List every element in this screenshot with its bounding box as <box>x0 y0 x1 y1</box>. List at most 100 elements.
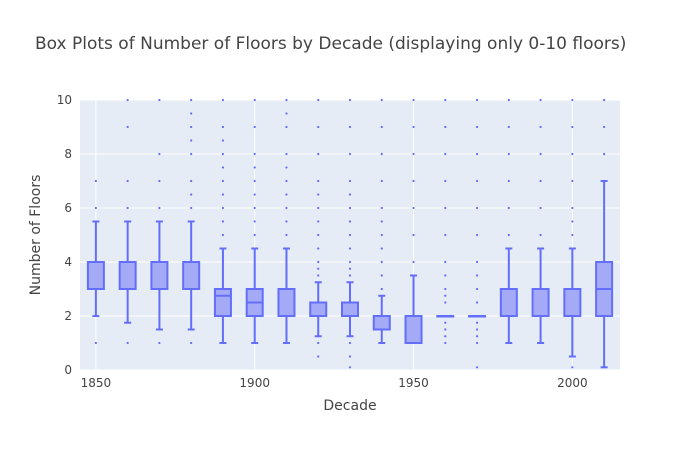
outlier-point <box>507 206 510 210</box>
outlier-point <box>475 233 479 237</box>
outlier-point <box>571 233 574 237</box>
outlier-point <box>317 125 320 129</box>
outlier-point <box>285 233 288 237</box>
outlier-point <box>253 166 256 169</box>
box-body <box>118 261 137 290</box>
outlier-point <box>412 152 415 156</box>
outlier-point <box>317 179 320 183</box>
box-2000 <box>563 98 582 369</box>
outlier-point <box>190 98 193 102</box>
outlier-point <box>285 206 288 210</box>
outlier-point <box>317 233 320 237</box>
outlier-point <box>348 341 352 345</box>
outlier-point <box>380 152 383 156</box>
outlier-point <box>221 125 225 129</box>
outlier-point <box>444 98 447 102</box>
outlier-point <box>539 98 542 102</box>
outlier-point <box>380 179 383 183</box>
outlier-point <box>475 98 479 102</box>
outlier-point <box>444 260 447 264</box>
chart-title: Box Plots of Number of Floors by Decade … <box>35 34 627 54</box>
outlier-point <box>190 112 193 115</box>
outlier-point <box>317 355 320 358</box>
outlier-point <box>190 179 193 183</box>
box-1950 <box>404 98 423 344</box>
outlier-point <box>348 98 352 102</box>
x-tick-label: 1850 <box>81 376 112 390</box>
outlier-point <box>475 335 479 338</box>
outlier-point <box>285 112 288 115</box>
box-1970 <box>468 98 487 369</box>
outlier-point <box>444 301 447 304</box>
outlier-point <box>221 193 225 196</box>
outlier-point <box>221 152 225 156</box>
y-tick-label: 10 <box>57 93 72 107</box>
outlier-point <box>348 125 352 129</box>
outlier-point <box>603 152 606 156</box>
outlier-point <box>380 220 383 223</box>
box-1980 <box>499 98 518 344</box>
outlier-point <box>190 206 193 210</box>
outlier-point <box>444 321 447 324</box>
outlier-point <box>317 220 320 223</box>
outlier-point <box>412 233 415 237</box>
outlier-point <box>221 139 225 142</box>
outlier-point <box>475 328 479 331</box>
outlier-point <box>348 355 352 358</box>
box-body <box>182 261 201 290</box>
outlier-point <box>317 274 320 277</box>
outlier-point <box>221 179 225 183</box>
outlier-point <box>444 206 447 210</box>
outlier-point <box>253 125 256 129</box>
outlier-point <box>190 193 193 196</box>
outlier-point <box>253 179 256 183</box>
box-body <box>86 261 105 290</box>
box-1990 <box>531 98 550 344</box>
outlier-point <box>348 366 352 369</box>
box-1860 <box>118 98 137 345</box>
outlier-point <box>475 321 479 324</box>
outlier-point <box>158 179 161 183</box>
outlier-point <box>444 152 447 156</box>
outlier-point <box>126 125 129 129</box>
outlier-point <box>285 179 288 183</box>
outlier-point <box>348 260 352 264</box>
outlier-point <box>126 341 129 345</box>
y-tick-label: 2 <box>64 309 72 323</box>
outlier-point <box>507 179 510 183</box>
outlier-point <box>253 98 256 102</box>
outlier-point <box>444 287 447 291</box>
outlier-point <box>475 341 479 345</box>
outlier-point <box>253 206 256 210</box>
box-body <box>341 301 359 317</box>
outlier-point <box>444 179 447 183</box>
outlier-point <box>571 206 574 210</box>
outlier-point <box>507 125 510 129</box>
outlier-point <box>475 366 479 369</box>
outlier-point <box>603 125 606 129</box>
box-2010 <box>595 98 614 369</box>
outlier-point <box>444 233 447 237</box>
outlier-point <box>603 98 606 102</box>
x-tick-label: 1950 <box>398 376 429 390</box>
outlier-point <box>380 233 383 237</box>
outlier-point <box>317 341 320 345</box>
box-1920 <box>309 98 328 358</box>
y-tick-label: 0 <box>64 363 72 377</box>
outlier-point <box>571 366 574 369</box>
outlier-point <box>507 233 510 237</box>
outlier-point <box>158 98 161 102</box>
outlier-point <box>158 152 161 156</box>
outlier-point <box>380 206 383 210</box>
outlier-point <box>253 152 256 156</box>
outlier-point <box>475 274 479 277</box>
outlier-point <box>380 274 383 277</box>
box-body <box>309 301 328 317</box>
y-tick-label: 6 <box>64 201 72 215</box>
box-1870 <box>150 98 169 345</box>
outlier-point <box>412 206 415 210</box>
outlier-point <box>221 166 225 169</box>
outlier-point <box>380 125 383 129</box>
box-body <box>213 288 232 317</box>
